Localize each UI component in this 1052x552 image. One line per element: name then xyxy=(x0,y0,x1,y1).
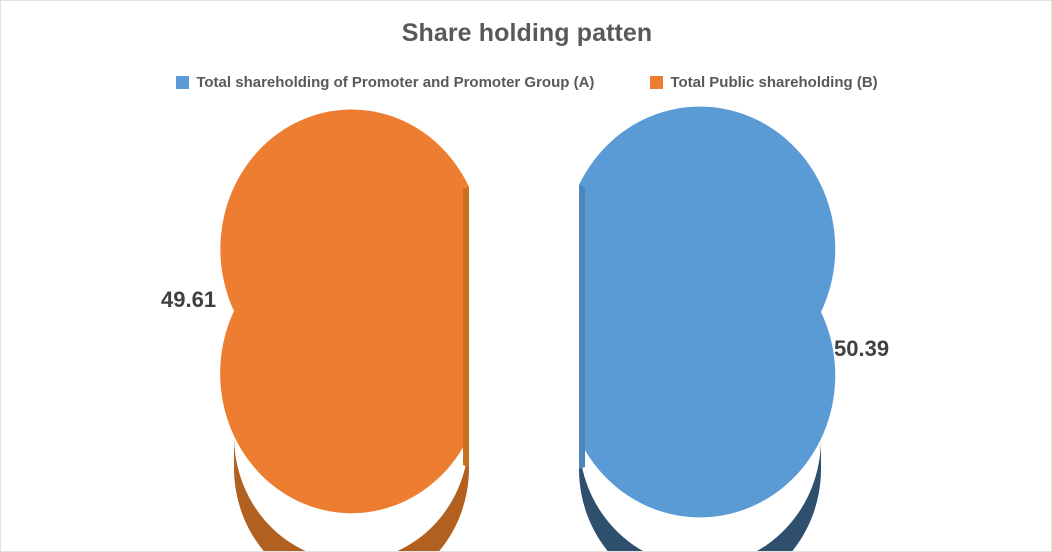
chart-title: Share holding patten xyxy=(401,19,653,47)
data-label-public-shareholding: 49.61 xyxy=(161,287,217,312)
chart-legend: Total shareholding of Promoter and Promo… xyxy=(1,74,1051,91)
legend-item-promoter[interactable]: Total shareholding of Promoter and Promo… xyxy=(176,75,594,90)
pie-slice-promoter-top xyxy=(579,106,836,518)
data-label-promoter-shareholding: 50.39 xyxy=(834,336,890,361)
pie-slice-public-side xyxy=(234,187,469,551)
legend-label-public: Total Public shareholding (B) xyxy=(670,74,878,91)
pie-slice-public-top xyxy=(220,109,469,514)
legend-label-promoter: Total shareholding of Promoter and Promo… xyxy=(196,74,595,91)
legend-swatch-blue-icon xyxy=(176,76,190,89)
legend-swatch-orange-icon xyxy=(650,76,664,89)
pie-slice-promoter-cut-face xyxy=(579,185,585,469)
legend-item-public[interactable]: Total Public shareholding (B) xyxy=(650,74,878,91)
pie-slice-public-cut-face xyxy=(463,187,469,468)
